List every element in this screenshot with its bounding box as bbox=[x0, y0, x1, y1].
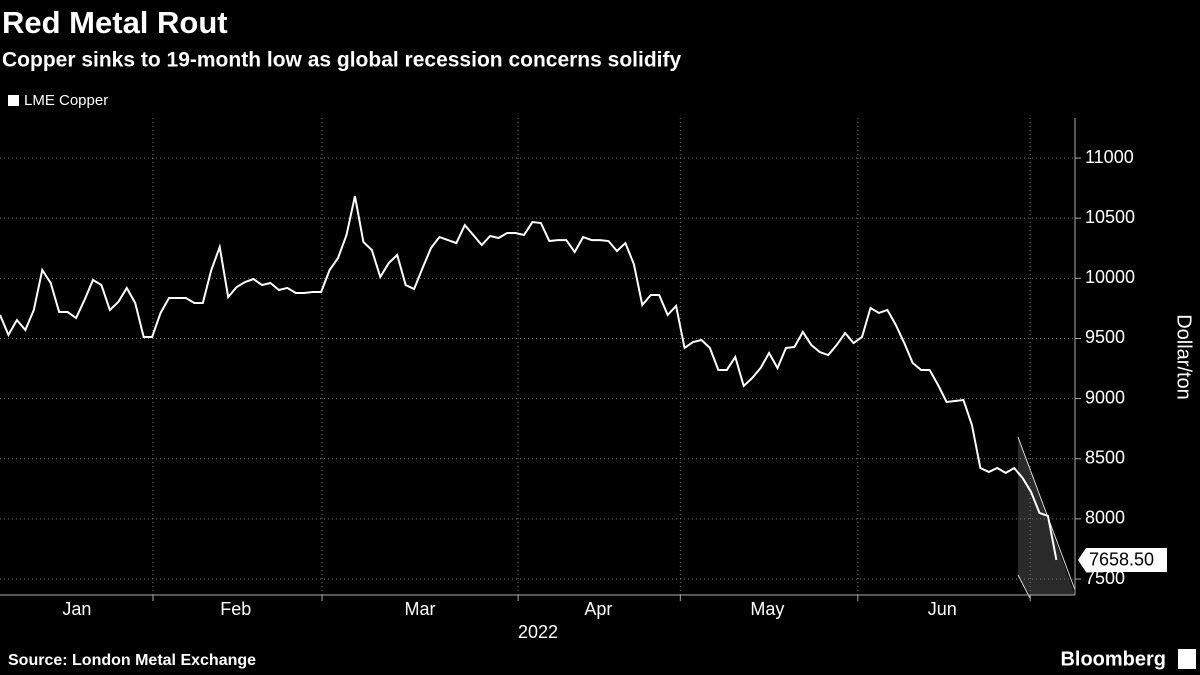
x-tick-label: Apr bbox=[584, 599, 612, 619]
legend-swatch bbox=[8, 95, 19, 106]
value-label-box bbox=[1078, 547, 1167, 572]
source: Source: London Metal Exchange bbox=[8, 652, 256, 669]
trend-line bbox=[1017, 436, 1076, 591]
value-label: 7658.50 bbox=[1089, 550, 1154, 570]
y-axis-label: Dollar/ton bbox=[1173, 314, 1195, 400]
x-tick-label: Feb bbox=[220, 599, 251, 619]
legend-label: LME Copper bbox=[24, 92, 108, 109]
line bbox=[0, 195, 1058, 561]
y-tick-label: 9000 bbox=[1085, 387, 1125, 407]
x-tick-label: Mar bbox=[405, 599, 436, 619]
x-axis-label: 2022 bbox=[518, 622, 558, 642]
y-tick-label: 9500 bbox=[1085, 327, 1125, 347]
y-tick-label: 11000 bbox=[1085, 147, 1134, 167]
brand-logo bbox=[1178, 649, 1196, 669]
y-tick-label: 7500 bbox=[1085, 568, 1125, 588]
x-tick-label: Jun bbox=[928, 599, 957, 619]
chart-title: Red Metal Rout bbox=[2, 5, 228, 40]
chart-subtitle: Copper sinks to 19-month low as global r… bbox=[2, 49, 681, 72]
x-tick-label: Jan bbox=[62, 599, 91, 619]
y-tick-label: 8000 bbox=[1085, 508, 1125, 528]
y-tick-label: 8500 bbox=[1085, 447, 1125, 467]
x-tick-label: May bbox=[750, 599, 784, 619]
brand: Bloomberg bbox=[1060, 648, 1166, 670]
y-tick-label: 10500 bbox=[1085, 207, 1135, 227]
y-tick-label: 10000 bbox=[1085, 267, 1135, 287]
